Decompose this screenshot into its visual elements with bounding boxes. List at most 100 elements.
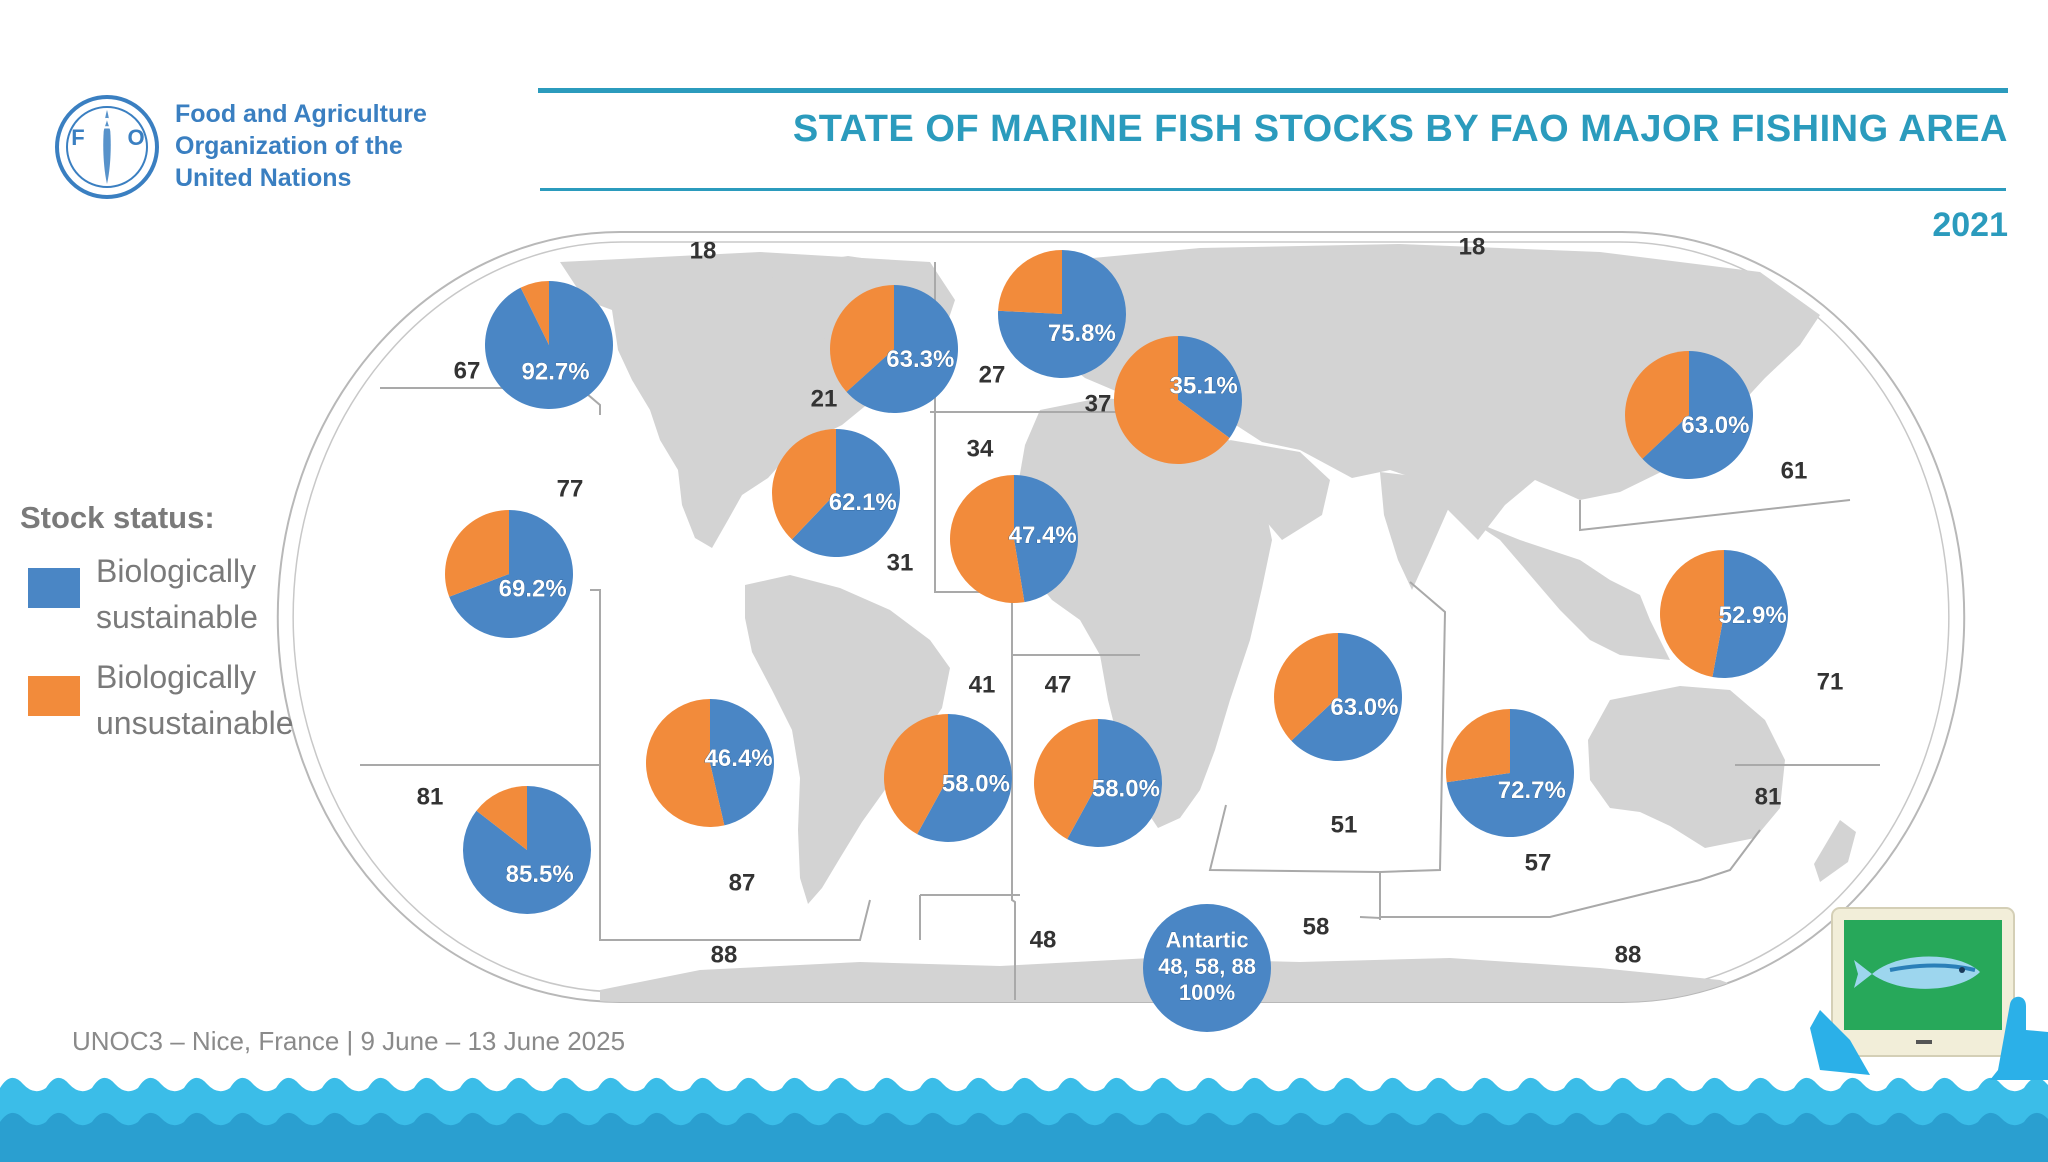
title-bottom-rule	[540, 188, 2006, 191]
area-label: 18	[690, 237, 717, 264]
pie-slice-sustainable	[791, 429, 901, 557]
fish-icon	[1854, 956, 1980, 989]
area-label: 77	[557, 475, 584, 502]
pie-data-label: 48, 58, 88	[1158, 954, 1256, 979]
pie-slice-sustainable	[1067, 719, 1162, 847]
org-name-line2: Organization of the	[175, 132, 403, 160]
pie-data-label: 69.2%	[499, 576, 567, 603]
pie-chart: 69.2%	[444, 510, 573, 638]
pie-slice-sustainable	[1291, 633, 1402, 761]
pie-chart: 35.1%	[1113, 336, 1242, 465]
arabia-land	[1230, 440, 1330, 540]
org-name-line3: United Nations	[175, 164, 352, 192]
area-label: 47	[1045, 671, 1072, 698]
pie-slice-sustainable	[846, 285, 958, 414]
pie-chart: 62.1%	[771, 429, 901, 557]
pie-slice-sustainable	[484, 281, 613, 409]
pie-chart: 75.8%	[998, 250, 1126, 378]
legend-swatch-unsustainable	[28, 676, 80, 716]
pie-data-label: Antartic	[1165, 927, 1248, 952]
area-label: 88	[711, 941, 738, 968]
pie-slice-sustainable	[1642, 351, 1753, 480]
europe-asia-land	[1042, 244, 1820, 540]
area-label: 41	[969, 671, 996, 698]
pie-data-label: 85.5%	[506, 861, 574, 888]
pie-slice-unsustainable	[1273, 633, 1338, 741]
org-name-line1: Food and Agriculture	[175, 100, 427, 128]
pie-chart: 63.0%	[1273, 633, 1402, 761]
area-label: 51	[1331, 811, 1358, 838]
pointing-hand-icon	[1810, 996, 2048, 1080]
svg-text:F: F	[71, 125, 84, 150]
area-label: 18	[1459, 233, 1486, 260]
area-label: 67	[454, 357, 481, 384]
pie-slice-sustainable	[1446, 709, 1574, 837]
south-america-land	[745, 575, 950, 904]
pie-slice-unsustainable	[830, 285, 894, 392]
pie-slice-sustainable	[917, 714, 1012, 842]
pie-slice-sustainable	[710, 699, 774, 826]
pie-chart: 52.9%	[1660, 550, 1788, 678]
pie-data-label: 75.8%	[1048, 320, 1116, 347]
pie-data-label: 92.7%	[522, 358, 590, 385]
pie-chart: 46.4%	[645, 699, 774, 827]
event-footer: UNOC3 – Nice, France | 9 June – 13 June …	[72, 1026, 626, 1056]
area-label: 61	[1781, 457, 1808, 484]
pie-data-label: 47.4%	[1009, 522, 1077, 549]
pie-data-label: 63.0%	[1330, 694, 1398, 721]
pie-data-label: 63.3%	[886, 346, 954, 373]
svg-text:O: O	[127, 125, 144, 150]
area-label: 31	[887, 549, 914, 576]
australia-land	[1588, 686, 1785, 848]
area-label: 27	[979, 361, 1006, 388]
area-label: 71	[1817, 668, 1844, 695]
area-label: 87	[729, 869, 756, 896]
pie-slice-unsustainable	[645, 699, 725, 827]
pie-data-label: 46.4%	[705, 745, 773, 772]
area-label: 48	[1030, 926, 1057, 953]
area-label: 58	[1303, 913, 1330, 940]
area-number-labels: 18 18 67 21 27 37 34 61 77 31 41 47 71 81 51 87 81 57 58 48…	[417, 233, 1844, 968]
pie-slice-unsustainable	[1625, 351, 1689, 459]
southeast-asia-land	[1470, 520, 1670, 660]
pie-data-label: 58.0%	[1092, 776, 1160, 803]
pie-slice-sustainable	[1014, 475, 1078, 603]
area-label: 57	[1525, 849, 1552, 876]
legend-swatch-sustainable	[28, 568, 80, 608]
area-label: 34	[967, 435, 994, 462]
org-name: Food and Agriculture Organization of the…	[175, 98, 427, 194]
computer-illustration	[1810, 907, 2048, 1080]
pie-chart: 63.0%	[1625, 351, 1753, 480]
pie-slice-unsustainable	[444, 510, 509, 597]
pie-chart: 92.7%	[484, 281, 613, 409]
wave-dark-band	[0, 1112, 2048, 1162]
pie-data-label: 52.9%	[1719, 602, 1787, 629]
pie-chart: 63.3%	[830, 285, 958, 414]
page-title: STATE OF MARINE FISH STOCKS BY FAO MAJOR…	[792, 108, 2008, 150]
pie-slice-unsustainable	[998, 250, 1062, 314]
area-label: 21	[811, 385, 838, 412]
legend-label-sustainable: Biologically sustainable	[96, 553, 258, 635]
svg-text:A: A	[100, 115, 114, 137]
pie-chart: 47.4%	[950, 475, 1078, 603]
fao-logo-icon: F A O	[55, 95, 159, 199]
pie-slice-unsustainable	[1446, 709, 1510, 783]
area-label: 88	[1615, 941, 1642, 968]
area-label: 81	[417, 783, 444, 810]
pie-data-label: 72.7%	[1498, 777, 1566, 804]
africa-land	[1018, 398, 1272, 828]
india-land	[1380, 472, 1450, 590]
pie-slice-sustainable	[449, 510, 573, 638]
pie-chart: 58.0%	[1034, 719, 1162, 847]
pie-slice-unsustainable	[884, 714, 948, 835]
pie-slice-unsustainable	[476, 786, 527, 850]
pie-slice-unsustainable	[1034, 719, 1098, 840]
pie-slice-unsustainable	[950, 475, 1025, 603]
area-label: 37	[1085, 390, 1112, 417]
new-zealand-land	[1814, 820, 1856, 882]
area-label: 81	[1755, 783, 1782, 810]
pie-slice-sustainable	[1143, 904, 1271, 1032]
